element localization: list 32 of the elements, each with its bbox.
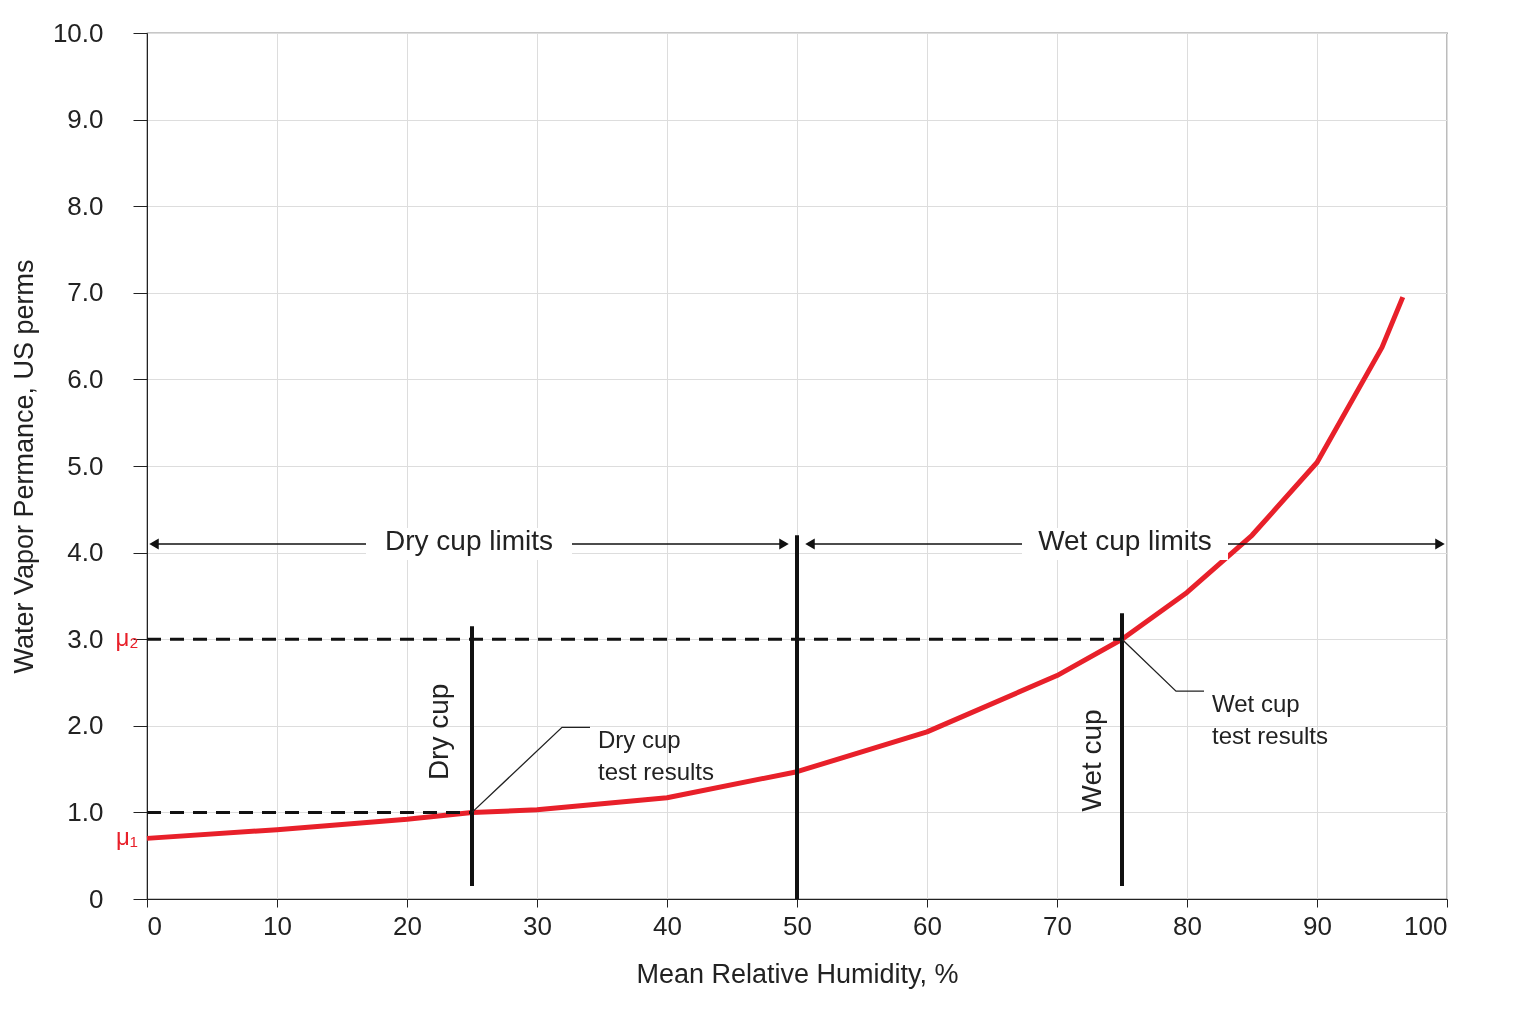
x-tick-label: 0 [147, 910, 162, 941]
y-tick-label: 3.0 [67, 623, 104, 654]
y-tick-label: 4.0 [67, 537, 104, 568]
x-tick-label: 60 [913, 910, 942, 941]
annotation: μ₂ [115, 624, 139, 652]
x-tick-label: 100 [1404, 910, 1448, 941]
annotation: Dry cup test results [598, 726, 715, 786]
x-tick-label: 50 [783, 910, 812, 941]
y-tick-label: 5.0 [67, 450, 104, 481]
x-tick-label: 30 [523, 910, 552, 941]
x-tick-label: 70 [1043, 910, 1072, 941]
x-tick-label: 20 [393, 910, 422, 941]
annotation: μ₁ [116, 823, 138, 851]
y-tick-label: 6.0 [67, 363, 104, 394]
y-tick-label: 10.0 [52, 17, 104, 48]
x-axis-title: Mean Relative Humidity, % [636, 958, 959, 989]
x-tick-label: 80 [1173, 910, 1202, 941]
y-tick-label: 8.0 [67, 190, 104, 221]
y-tick-label: 9.0 [67, 104, 104, 135]
y-axis-title: Water Vapor Permance, US perms [8, 259, 39, 674]
annotation: Wet cup limits [1038, 524, 1212, 556]
annotation: Dry cup [423, 683, 455, 781]
x-tick-label: 10 [263, 910, 292, 941]
y-tick-label: 7.0 [67, 277, 104, 308]
x-tick-label: 40 [653, 910, 682, 941]
annotation: Wet cup [1076, 709, 1108, 812]
y-tick-label: 1.0 [67, 796, 104, 827]
y-tick-label: 0 [89, 883, 104, 914]
annotation: Dry cup limits [384, 524, 554, 556]
annotation: Wet cup test results [1212, 690, 1329, 750]
x-tick-label: 90 [1303, 910, 1332, 941]
y-tick-label: 2.0 [67, 710, 104, 741]
